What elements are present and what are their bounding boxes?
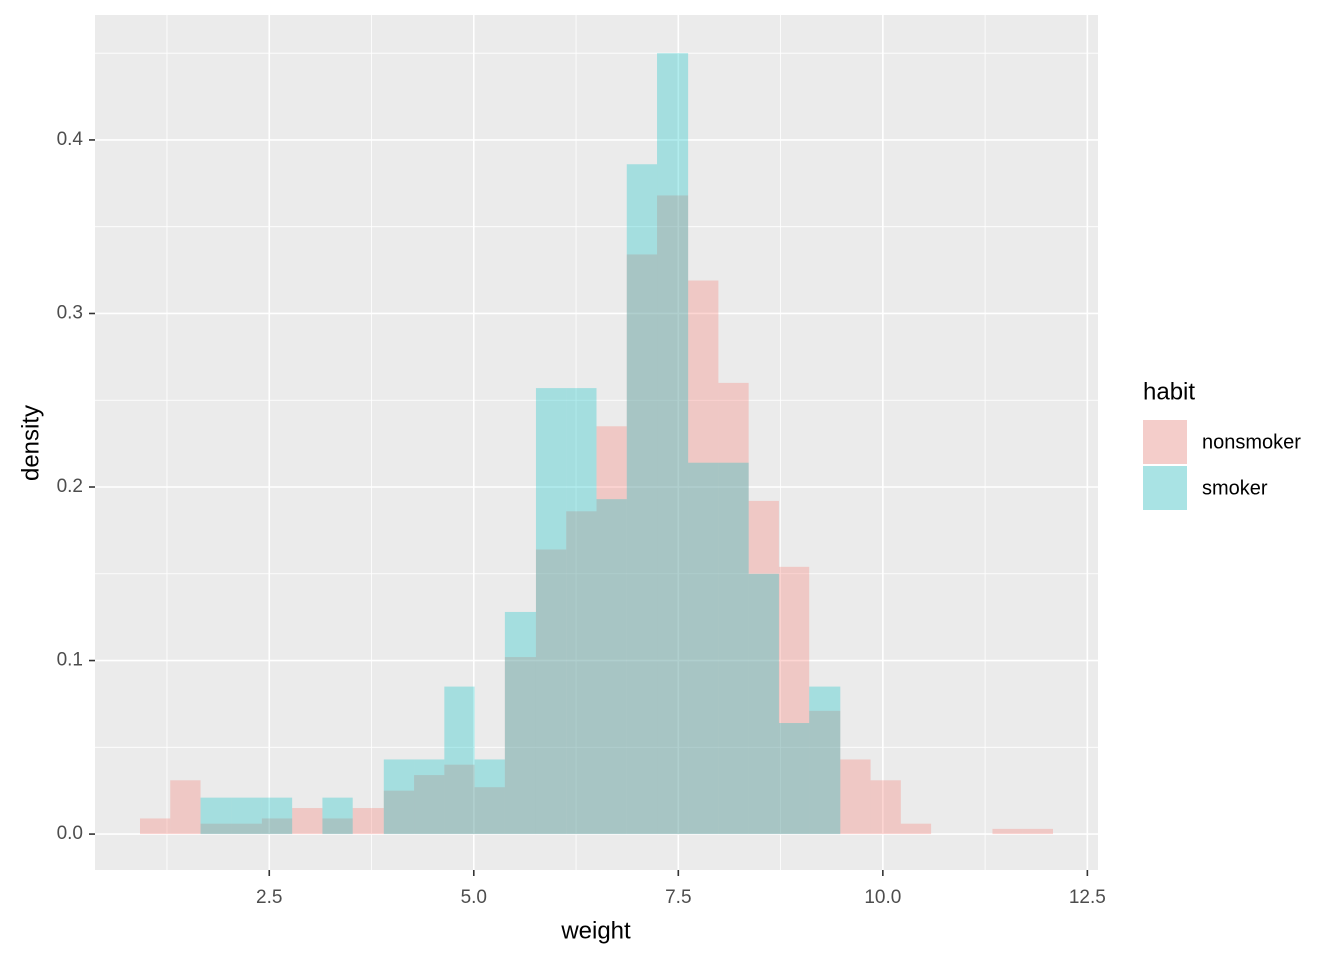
y-axis-title: density: [17, 405, 44, 481]
bar: [566, 511, 597, 835]
bar: [688, 280, 719, 835]
grid: [95, 15, 1098, 870]
legend-key: [1143, 420, 1187, 464]
panel: [95, 15, 1098, 870]
x-axis-title: weight: [560, 917, 631, 944]
bar: [657, 53, 689, 835]
bar: [657, 195, 689, 835]
x-tick-label: 5.0: [461, 887, 487, 908]
bar: [139, 818, 171, 835]
bar: [322, 797, 353, 835]
bar: [778, 723, 810, 835]
bar: [414, 775, 445, 835]
bar: [504, 657, 536, 835]
bar: [840, 759, 871, 835]
bar: [504, 611, 536, 835]
bar: [1022, 828, 1054, 835]
y-tick-label: 0.3: [57, 302, 83, 323]
bar: [718, 462, 749, 835]
bar: [474, 759, 505, 835]
x-tick-label: 2.5: [256, 887, 282, 908]
bar: [383, 759, 415, 835]
bar: [626, 164, 658, 835]
bar: [596, 499, 627, 835]
legend: nonsmoker smoker: [1143, 420, 1301, 510]
axes: 2.5 5.0 7.5 10.0 12.5 0.0 0.1 0.2 0.3 0.4: [57, 129, 1106, 908]
bar: [870, 780, 901, 835]
legend-label: nonsmoker: [1202, 431, 1301, 453]
y-tick-label: 0.2: [57, 476, 83, 497]
y-tick-label: 0.1: [57, 650, 83, 671]
bar: [261, 818, 293, 835]
bar: [748, 573, 779, 835]
bar: [535, 388, 567, 835]
bar: [474, 787, 505, 835]
bar: [170, 780, 201, 835]
x-tick-label: 7.5: [665, 887, 691, 908]
bar: [231, 797, 262, 835]
bar: [809, 686, 841, 835]
bar: [322, 818, 353, 835]
y-tick-label: 0.0: [57, 823, 83, 844]
legend-swatch: [1143, 466, 1187, 510]
legend-label: smoker: [1202, 477, 1268, 499]
bar: [383, 790, 415, 835]
bars: [139, 53, 1054, 835]
bar: [596, 426, 627, 835]
legend-key: [1143, 466, 1187, 510]
bar: [200, 823, 232, 835]
bar: [261, 797, 293, 835]
bar: [352, 808, 384, 835]
x-tick-label: 12.5: [1069, 887, 1106, 908]
y-tick-label: 0.4: [57, 129, 84, 150]
legend-swatch: [1143, 420, 1187, 464]
legend-title: habit: [1143, 378, 1195, 405]
bar: [992, 828, 1023, 835]
bar: [200, 797, 232, 835]
bar: [626, 254, 658, 835]
bar: [292, 808, 323, 835]
bar: [748, 500, 779, 835]
bar: [718, 382, 749, 835]
x-tick-label: 10.0: [864, 887, 901, 908]
bar: [809, 710, 841, 835]
bar: [535, 549, 567, 835]
bar: [900, 823, 932, 835]
bar: [444, 686, 475, 835]
bar: [778, 566, 810, 835]
bar: [688, 462, 719, 835]
bar: [566, 388, 597, 835]
bar: [231, 823, 262, 835]
bar: [444, 764, 475, 835]
bar: [414, 759, 445, 835]
